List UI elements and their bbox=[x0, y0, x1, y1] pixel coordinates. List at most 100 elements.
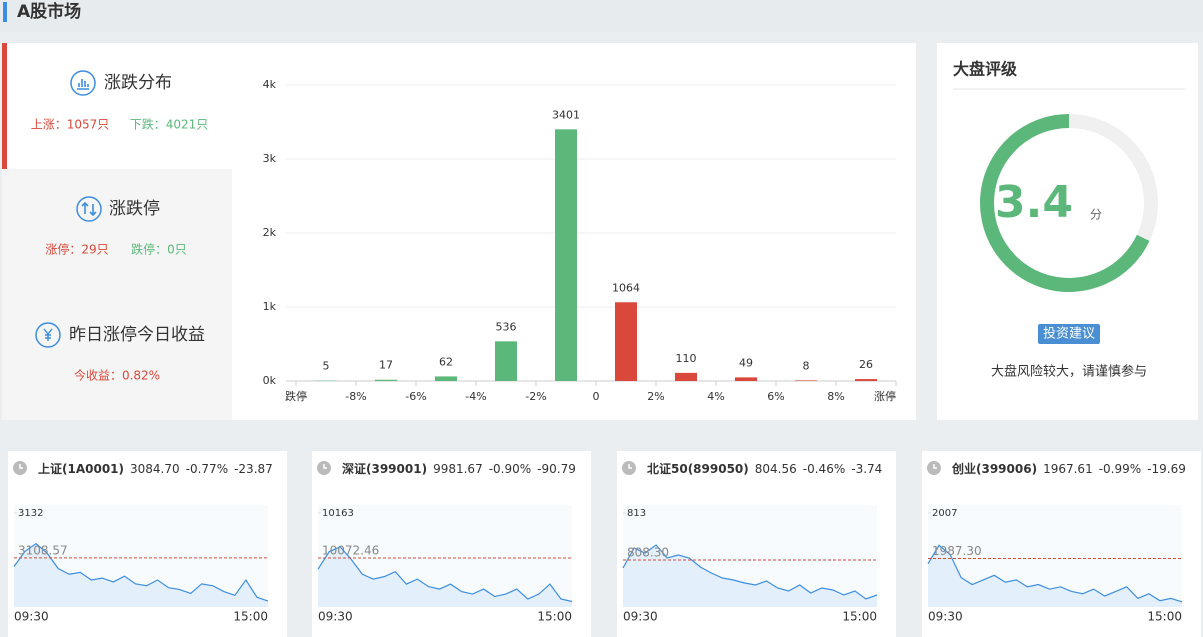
value-label: 110 bbox=[676, 352, 697, 365]
value-label: 1064 bbox=[612, 281, 640, 294]
index-card: 上证(1A0001)3084.70-0.77%-23.8730853132310… bbox=[8, 451, 287, 637]
area bbox=[14, 543, 268, 607]
index-name: 创业(399006) bbox=[951, 461, 1037, 476]
clock-hands bbox=[933, 464, 937, 469]
header-accent bbox=[3, 2, 7, 22]
line bbox=[13, 542, 269, 602]
x-tick-label: 0 bbox=[593, 390, 600, 403]
index-pct: -0.46% bbox=[803, 462, 845, 476]
value-label: 3401 bbox=[552, 108, 580, 121]
index-price: 9981.67 bbox=[433, 462, 483, 476]
tab-icon bbox=[70, 70, 96, 96]
header-band bbox=[0, 0, 1203, 32]
value-label: 8 bbox=[803, 359, 810, 372]
bar bbox=[435, 376, 457, 381]
line bbox=[317, 546, 573, 603]
area bbox=[318, 546, 572, 607]
bar bbox=[555, 129, 577, 381]
y-tick-label: 0k bbox=[263, 374, 277, 387]
bar bbox=[615, 302, 637, 381]
index-header: 创业(399006) 1967.61 -0.99% -19.69 bbox=[951, 461, 1186, 476]
x-tick-label: 4% bbox=[707, 390, 724, 403]
x-tick-label: 跌停 bbox=[285, 389, 307, 403]
y-tick-label: 3132 bbox=[18, 508, 43, 519]
tab-stat: 今收益：0.82% bbox=[74, 368, 160, 383]
gauge-value: 3.4 bbox=[995, 177, 1073, 228]
index-change: -19.69 bbox=[1147, 462, 1186, 476]
clock-hands bbox=[19, 464, 23, 469]
gauge-arc bbox=[980, 114, 1150, 292]
tab-stat: 上涨：1057只 bbox=[31, 117, 110, 132]
x-tick-label: 15:00 bbox=[1147, 610, 1182, 624]
tab-stat: 涨停：29只 bbox=[45, 242, 108, 257]
index-name: 深证(399001) bbox=[342, 461, 427, 476]
index-price: 804.56 bbox=[755, 462, 797, 476]
index-card: 北证50(899050)804.56-0.46%-3.74804813808.3… bbox=[617, 451, 896, 637]
x-tick-label: 09:30 bbox=[928, 610, 963, 624]
bar bbox=[855, 379, 877, 381]
bar bbox=[675, 372, 697, 381]
bar bbox=[795, 380, 817, 381]
tab-title[interactable]: 涨跌停 bbox=[109, 199, 160, 219]
index-change: -23.87 bbox=[234, 462, 273, 476]
tab-stat: 跌停：0只 bbox=[131, 242, 187, 257]
value-label: 62 bbox=[439, 355, 453, 368]
y-tick-label: 1k bbox=[263, 300, 277, 313]
index-card: 创业(399006)1967.61-0.99%-19.6919682007198… bbox=[922, 451, 1201, 637]
advice: 大盘风险较大，请谨慎参与 bbox=[991, 364, 1147, 380]
value-label: 26 bbox=[859, 358, 873, 371]
tab-icon-glyph bbox=[43, 328, 53, 341]
y-tick-label: 813 bbox=[627, 508, 646, 519]
x-tick-label: 15:00 bbox=[537, 610, 572, 624]
index-pct: -0.77% bbox=[186, 462, 228, 476]
x-tick-label: 09:30 bbox=[623, 610, 658, 624]
value-label: 5 bbox=[323, 360, 330, 373]
index-change: -90.79 bbox=[537, 462, 576, 476]
tab-title[interactable]: 涨跌分布 bbox=[104, 73, 172, 93]
rating-title: 大盘评级 bbox=[953, 60, 1018, 79]
tab-stat: 下跌：4021只 bbox=[130, 117, 209, 132]
rating-panel bbox=[937, 43, 1198, 420]
y-tick-label: 10163 bbox=[322, 508, 354, 519]
clock-hands bbox=[323, 464, 327, 469]
index-price: 1967.61 bbox=[1043, 462, 1093, 476]
index-name: 上证(1A0001) bbox=[38, 461, 124, 476]
y-tick-label: 3k bbox=[263, 152, 277, 165]
bar bbox=[495, 341, 517, 381]
tab-icon bbox=[76, 196, 102, 222]
ref-label: 10072.46 bbox=[322, 544, 379, 558]
index-name: 北证50(899050) bbox=[647, 461, 749, 476]
line bbox=[927, 544, 1183, 603]
x-tick-label: -8% bbox=[345, 390, 366, 403]
index-header: 上证(1A0001) 3084.70 -0.77% -23.87 bbox=[38, 461, 273, 476]
index-change: -3.74 bbox=[851, 462, 882, 476]
x-tick-label: 涨停 bbox=[874, 389, 896, 403]
bar bbox=[735, 377, 757, 381]
x-tick-label: 15:00 bbox=[842, 610, 877, 624]
index-pct: -0.99% bbox=[1099, 462, 1141, 476]
area bbox=[623, 545, 877, 607]
badge bbox=[1038, 324, 1100, 344]
x-tick-label: -4% bbox=[465, 390, 486, 403]
active-tab-marker bbox=[2, 43, 7, 169]
y-tick-label: 2k bbox=[263, 226, 277, 239]
x-tick-label: 15:00 bbox=[233, 610, 268, 624]
tab-title[interactable]: 昨日涨停今日收益 bbox=[69, 325, 205, 345]
tab-icon bbox=[35, 322, 61, 348]
ref-label: 1987.30 bbox=[932, 544, 982, 558]
index-header: 北证50(899050) 804.56 -0.46% -3.74 bbox=[647, 461, 882, 476]
index-header: 深证(399001) 9981.67 -0.90% -90.79 bbox=[342, 461, 576, 476]
y-tick-label: 2007 bbox=[932, 508, 957, 519]
x-tick-label: 09:30 bbox=[318, 610, 353, 624]
tab-icon-glyph bbox=[81, 201, 97, 217]
area bbox=[928, 545, 1182, 607]
tab-icon-glyph bbox=[77, 79, 89, 90]
clock-hands bbox=[628, 464, 632, 469]
page-title: A股市场 bbox=[17, 1, 81, 22]
ref-label: 3108.57 bbox=[18, 543, 68, 557]
x-tick-label: 09:30 bbox=[14, 610, 49, 624]
x-tick-label: -6% bbox=[405, 390, 426, 403]
index-price: 3084.70 bbox=[130, 462, 180, 476]
badge-text: 投资建议 bbox=[1043, 326, 1095, 342]
